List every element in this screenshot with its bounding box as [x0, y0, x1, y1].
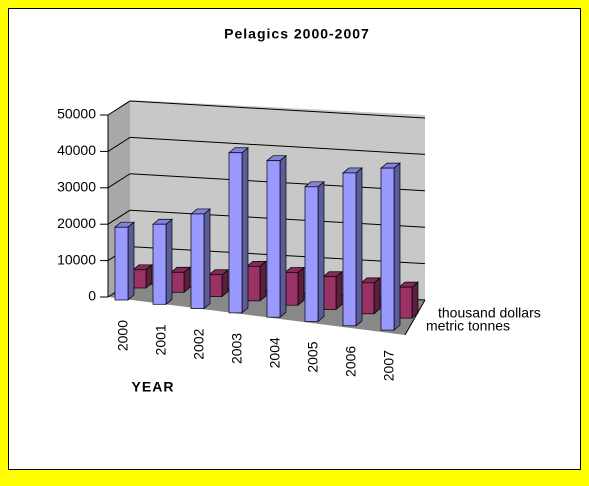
x-tick-label: 2006 [343, 346, 359, 377]
x-tick-label: 2003 [229, 333, 245, 364]
grid-line [129, 136, 426, 155]
bar-side [393, 162, 401, 331]
bar-side [373, 277, 381, 315]
bar [246, 265, 261, 302]
bar [284, 272, 299, 306]
grid-line [107, 173, 131, 189]
bar [170, 271, 185, 293]
bar-side [165, 218, 173, 306]
bar-side [355, 167, 363, 327]
bar [228, 152, 243, 314]
bar [304, 186, 319, 322]
bar-side [259, 260, 267, 302]
y-tick-label: 50000 [57, 106, 96, 122]
bar-side [241, 146, 249, 314]
x-tick-label: 2005 [305, 341, 321, 372]
bar-side [317, 181, 325, 323]
chart-title: Pelagics 2000-2007 [224, 26, 370, 42]
x-tick-label: 2000 [115, 320, 131, 351]
bar [132, 269, 147, 289]
y-tick-label: 30000 [57, 179, 96, 195]
grid-line [107, 136, 131, 152]
bar [266, 160, 281, 318]
bar [398, 286, 413, 319]
x-tick-label: 2002 [191, 328, 207, 359]
bar [322, 276, 337, 310]
bar-side [335, 270, 343, 311]
bar-side [411, 281, 419, 319]
grid-line [107, 209, 131, 225]
grid-line [107, 100, 131, 116]
x-axis-label: YEAR [132, 379, 175, 395]
x-tick-label: 2007 [381, 350, 397, 381]
bar [380, 167, 395, 331]
bar [190, 213, 205, 309]
grid-line [129, 100, 426, 119]
x-tick-label: 2004 [267, 337, 283, 368]
bar [208, 274, 223, 297]
bar-side [297, 266, 305, 306]
depth-label: thousand dollars [438, 305, 541, 321]
bar-side [203, 208, 211, 310]
y-tick-label: 40000 [57, 142, 96, 158]
depth-axis [404, 299, 426, 336]
y-tick-label: 0 [88, 288, 96, 304]
y-tick-label: 20000 [57, 215, 96, 231]
x-tick-label: 2001 [153, 324, 169, 355]
y-tick-label: 10000 [57, 251, 96, 267]
bar [342, 172, 357, 327]
bar-side [279, 154, 287, 318]
bar [360, 282, 375, 315]
bar [152, 223, 167, 305]
bar-side [127, 221, 135, 301]
depth-label: metric tonnes [426, 318, 510, 334]
bar [114, 226, 129, 301]
